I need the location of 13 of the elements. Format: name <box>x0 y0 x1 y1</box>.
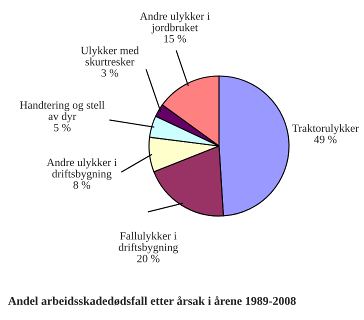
slice-label: Andre ulykker i jordbruket <box>140 12 210 34</box>
slice-label: Traktorulykker <box>292 124 359 134</box>
data-label: 15 % <box>164 34 186 42</box>
data-label: 8 % <box>73 181 90 189</box>
data-label: 5 % <box>54 124 71 132</box>
data-label: 20 % <box>137 254 160 262</box>
slice-label: Andre ulykker i driftsbygning <box>46 158 117 180</box>
slice-label: Ulykker med skurtresker <box>80 46 139 66</box>
data-label: 49 % <box>314 136 337 144</box>
slice-label: Fallulykker i driftsbygning <box>118 232 178 254</box>
data-label: 3 % <box>102 69 118 77</box>
text: Andel arbeidsskadedødsfall etter årsak i årene 1989-2008 <box>8 296 296 306</box>
slice-label: Handtering og stell av dyr <box>20 101 105 122</box>
